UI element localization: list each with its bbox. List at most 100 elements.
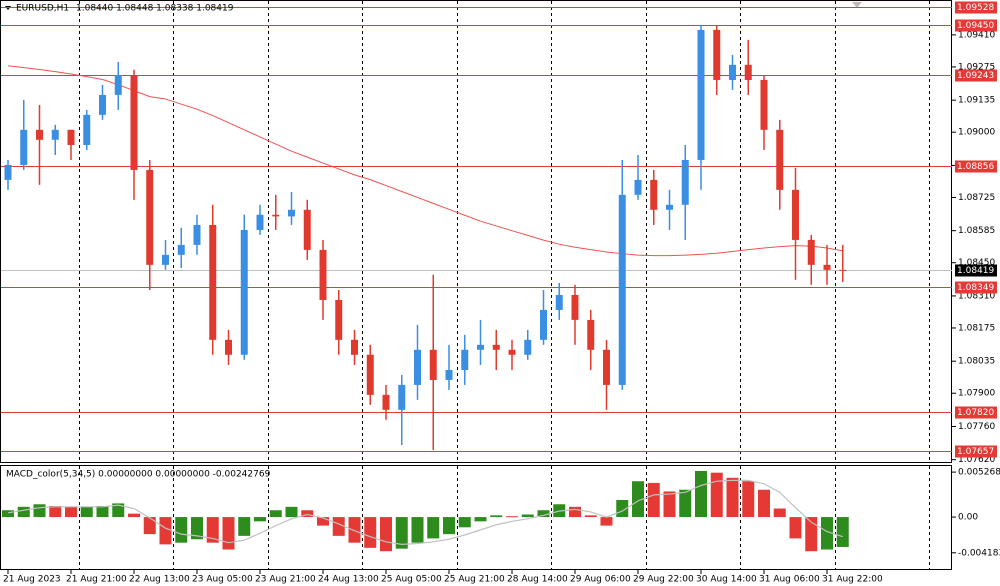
candle-body	[288, 209, 295, 217]
macd-bar	[143, 517, 156, 535]
candle-body	[366, 354, 374, 395]
level-tag	[955, 406, 997, 419]
y-tick-label: 0.0052689	[958, 468, 1000, 478]
candle-body	[382, 394, 390, 410]
macd-title: MACD_color(5,34,5) 0.00000000 0.00000000…	[6, 470, 271, 480]
macd-bar	[506, 516, 518, 518]
candle-body	[540, 309, 547, 340]
candle-body	[256, 214, 264, 230]
macd-bar	[710, 472, 723, 518]
macd-bar	[380, 517, 392, 552]
macd-bar	[726, 477, 739, 518]
candle-body	[36, 129, 43, 140]
y-tick-label: 1.08450	[958, 258, 995, 268]
candle-body	[587, 319, 595, 350]
candle-body	[729, 64, 736, 80]
candle-body	[114, 74, 122, 95]
level-label: 1.09243	[957, 71, 994, 81]
macd-bar	[238, 517, 251, 536]
level-label: 1.07820	[957, 408, 994, 418]
macd-frame	[0, 465, 952, 570]
macd-bar	[112, 503, 125, 518]
x-tick-label: 21 Aug 2023	[3, 575, 61, 585]
candle-body	[335, 299, 343, 340]
candle-body	[807, 239, 815, 265]
macd-bar	[301, 510, 314, 518]
y-tick-label: 1.08725	[958, 193, 995, 203]
candle-body	[713, 29, 721, 80]
y-tick-label: 1.09275	[958, 62, 995, 72]
macd-bar	[17, 506, 30, 518]
candle-body	[666, 204, 673, 210]
macd-bar	[269, 510, 282, 518]
level-tag	[955, 1, 997, 14]
macd-bar	[805, 517, 818, 552]
macd-bar	[663, 491, 676, 518]
macd-bar	[758, 489, 770, 518]
macd-bar	[632, 481, 644, 518]
candle-body	[776, 129, 784, 190]
candle-body	[303, 209, 311, 250]
x-tick-label: 31 Aug 22:00	[822, 575, 883, 585]
candle-body	[618, 194, 626, 385]
level-label: 1.09528	[957, 3, 994, 13]
macd-bar	[679, 489, 692, 518]
candle-body	[193, 224, 201, 245]
x-tick-label: 29 Aug 22:00	[633, 575, 694, 585]
macd-bar	[411, 517, 424, 543]
candle-body	[744, 64, 752, 80]
candle-body	[162, 254, 169, 265]
candle-body	[20, 129, 28, 165]
candle-body	[697, 29, 705, 160]
macd-bar	[742, 481, 755, 518]
macd-bar	[647, 482, 660, 518]
x-tick-label: 21 Aug 21:00	[66, 575, 127, 585]
macd-bar	[2, 510, 14, 518]
macd-bar	[443, 517, 455, 535]
candle-body	[823, 264, 831, 270]
candle-body	[351, 339, 358, 355]
y-tick-label: 1.09135	[958, 96, 995, 106]
macd-bar	[191, 517, 203, 540]
candle-body	[225, 339, 232, 355]
macd-bar	[285, 506, 298, 518]
candle-body	[461, 349, 469, 370]
candle-body	[508, 349, 516, 355]
candle-body	[272, 214, 280, 217]
candle-body	[319, 249, 327, 300]
y-tick-label: 1.08310	[958, 291, 995, 301]
candle-body	[839, 269, 847, 271]
candle-body	[240, 229, 248, 355]
y-tick-label: 1.07620	[958, 455, 995, 465]
macd-bar	[569, 506, 581, 518]
candle-body	[681, 159, 689, 205]
level-label: 1.08856	[957, 162, 994, 172]
candle-body	[429, 349, 437, 380]
candle-body	[130, 74, 138, 170]
candle-body	[477, 344, 484, 350]
plot-layer	[1, 1, 952, 569]
candle-body	[492, 344, 500, 350]
macd-bar	[789, 517, 802, 539]
macd-bar	[364, 517, 377, 548]
y-tick-label: 1.08175	[958, 323, 995, 333]
candle-body	[83, 114, 91, 145]
macd-bar	[821, 517, 833, 550]
x-tick-label: 29 Aug 06:00	[570, 575, 631, 585]
x-tick-label: 23 Aug 21:00	[255, 575, 316, 585]
current-price-tag	[955, 264, 997, 277]
macd-bar	[206, 517, 219, 543]
y-tick-label: 0.00	[958, 513, 978, 523]
macd-bar	[427, 517, 440, 539]
macd-bar	[584, 515, 597, 518]
signal-line	[7, 479, 843, 545]
y-tick-label: 1.09000	[958, 128, 995, 138]
symbol-title: EURUSD,H1	[16, 4, 69, 14]
x-tick-label: 22 Aug 13:00	[129, 575, 190, 585]
moving-average	[7, 65, 843, 257]
candle-body	[760, 79, 768, 130]
macd-bar	[490, 515, 503, 518]
level-tag	[955, 281, 997, 294]
